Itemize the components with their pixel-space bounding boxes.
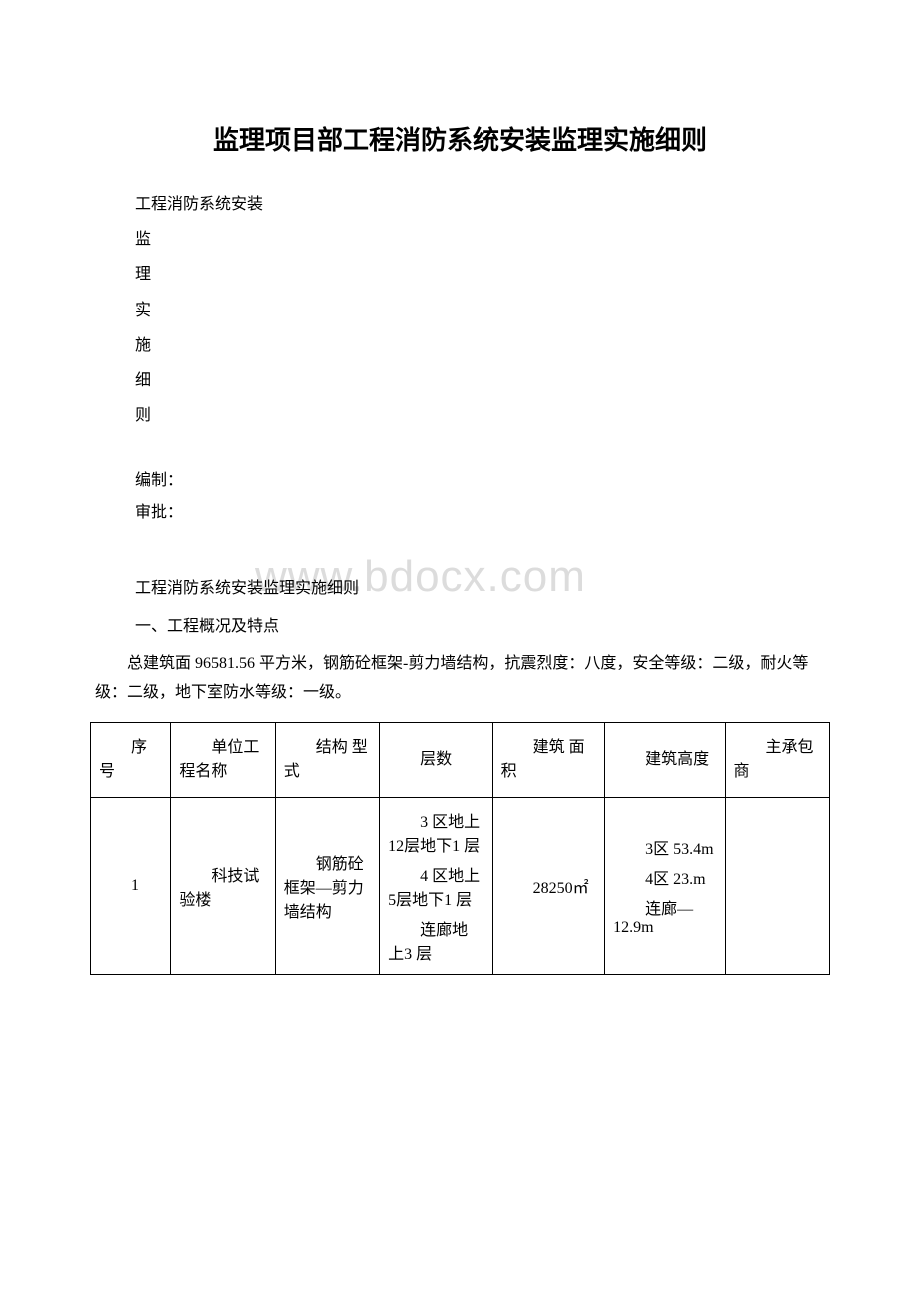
col-seq: 序号 xyxy=(91,722,171,797)
intro-block: 工程消防系统安装 监 理 实 施 细 则 xyxy=(135,187,830,433)
cell-structure: 钢筋砼框架—剪力墙结构 xyxy=(275,797,379,974)
vertical-char: 细 xyxy=(135,363,830,398)
vertical-char: 实 xyxy=(135,293,830,328)
cell-name: 科技试验楼 xyxy=(171,797,275,974)
intro-line: 工程消防系统安装 xyxy=(135,187,830,222)
section-heading: 一、工程概况及特点 xyxy=(135,612,830,636)
approved-by-label: 审批： xyxy=(135,497,830,529)
table-row: 1 科技试验楼 钢筋砼框架—剪力墙结构 3 区地上 12层地下1 层 4 区地上… xyxy=(91,797,830,974)
col-structure: 结构 型式 xyxy=(275,722,379,797)
col-area: 建筑 面积 xyxy=(492,722,604,797)
page-title: 监理项目部工程消防系统安装监理实施细则 xyxy=(90,120,830,157)
cell-contractor xyxy=(725,797,829,974)
col-height: 建筑高度 xyxy=(605,722,725,797)
col-name: 单位工程名称 xyxy=(171,722,275,797)
vertical-char: 施 xyxy=(135,328,830,363)
subtitle: 工程消防系统安装监理实施细则 xyxy=(135,574,830,598)
vertical-char: 理 xyxy=(135,257,830,292)
table-header-row: 序号 单位工程名称 结构 型式 层数 建筑 面积 建筑高度 主承包商 xyxy=(91,722,830,797)
project-table: 序号 单位工程名称 结构 型式 层数 建筑 面积 建筑高度 主承包商 1 科技试… xyxy=(90,722,830,975)
col-contractor: 主承包商 xyxy=(725,722,829,797)
compiled-by-label: 编制： xyxy=(135,465,830,497)
cell-height: 3区 53.4m 4区 23.m 连廊— 12.9m xyxy=(605,797,725,974)
col-floors: 层数 xyxy=(380,722,492,797)
cell-floors: 3 区地上 12层地下1 层 4 区地上 5层地下1 层 连廊地上3 层 xyxy=(380,797,492,974)
cell-area: 28250㎡ xyxy=(492,797,604,974)
cell-seq: 1 xyxy=(91,797,171,974)
vertical-char: 则 xyxy=(135,398,830,433)
body-paragraph: 总建筑面 96581.56 平方米，钢筋砼框架-剪力墙结构，抗震烈度：八度，安全… xyxy=(90,650,830,708)
vertical-char: 监 xyxy=(135,222,830,257)
